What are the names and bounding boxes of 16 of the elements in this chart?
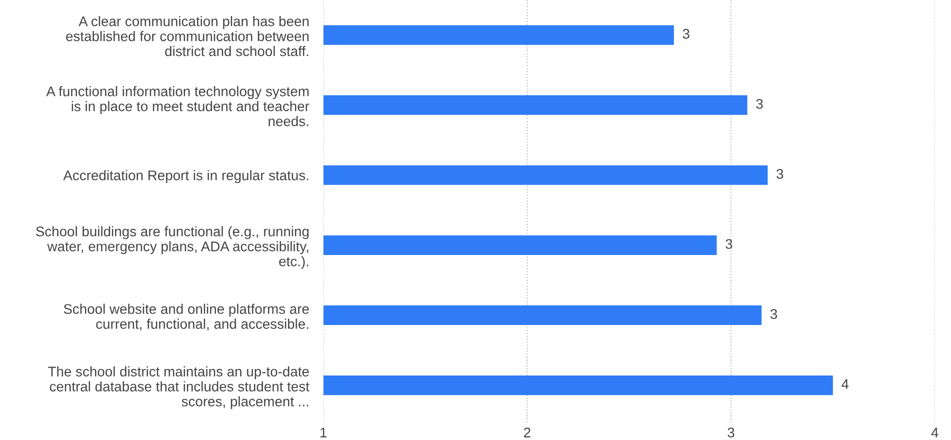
data-label: 3 xyxy=(776,169,784,179)
y-tick-label: The school district maintains an up-to-date central database that includes student test scores, placement ... xyxy=(48,366,310,410)
data-label: 3 xyxy=(726,239,732,249)
data-label: 3 xyxy=(756,98,763,109)
x-tick-label: 4 xyxy=(931,428,938,438)
x-tick-label: 3 xyxy=(728,428,734,438)
y-tick-label: School website and online platforms are current, functional, and accessible. xyxy=(64,304,309,331)
y-tick-label: A clear communication plan has been established for communication between district and school staff. xyxy=(66,16,309,56)
x-tick-label: 1 xyxy=(320,428,327,438)
data-label: 4 xyxy=(842,379,849,389)
data-label: 3 xyxy=(770,309,778,319)
y-tick-label: School buildings are functional (e.g., running water, emergency plans, ADA accessibility, etc.). xyxy=(36,226,309,270)
data-label: 3 xyxy=(682,28,690,39)
y-tick-label: Accreditation Report is in regular status. xyxy=(63,170,308,184)
y-tick-label: A functional information technology system is in place to meet student and teacher needs. xyxy=(46,86,310,126)
x-tick-label: 2 xyxy=(524,428,530,438)
